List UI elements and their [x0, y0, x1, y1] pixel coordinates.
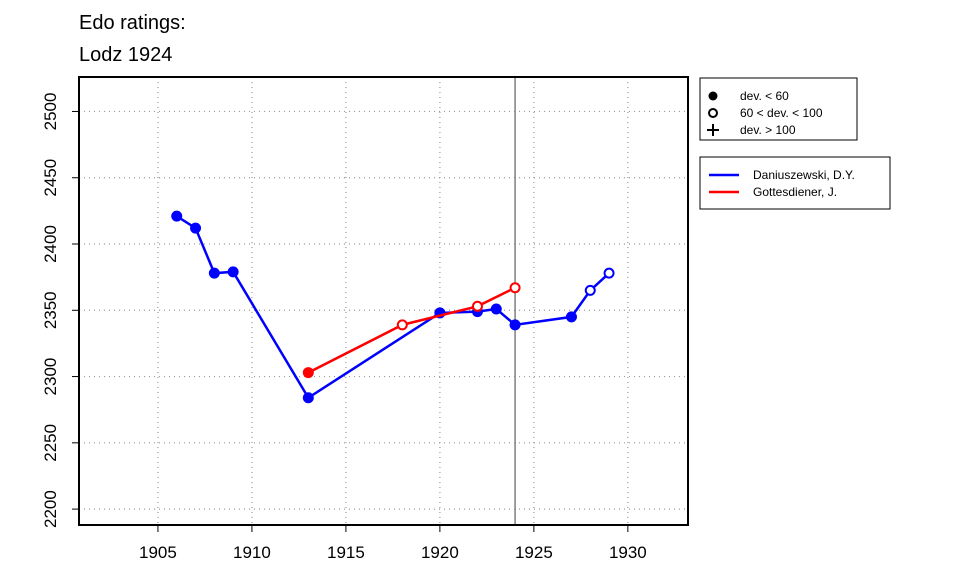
series-group [171, 210, 615, 404]
data-point-open [584, 284, 596, 296]
series-legend-box [699, 156, 891, 210]
data-point-filled [171, 210, 183, 222]
grid [79, 77, 688, 525]
chart-title-line-2: Lodz 1924 [79, 44, 172, 66]
data-point-filled [509, 319, 521, 331]
marker-legend-box [699, 77, 858, 141]
y-tick-label: 2250 [41, 424, 60, 462]
x-tick-label: 1925 [515, 543, 553, 562]
x-tick-label: 1930 [609, 543, 647, 562]
series-legend-label: Daniuszewski, D.Y. [753, 168, 855, 182]
legend-open-circle-icon [708, 108, 718, 118]
x-tick-label: 1915 [327, 543, 365, 562]
data-point-filled [302, 367, 314, 379]
y-tick-label: 2400 [41, 225, 60, 263]
chart-title-line-1: Edo ratings: [79, 12, 186, 34]
x-axis: 1905 1910 1915 1920 1925 1930 [139, 525, 647, 562]
series-line-1 [307, 286, 516, 374]
y-tick-label: 2200 [41, 490, 60, 528]
series-legend-label: Gottesdiener, J. [753, 185, 837, 199]
y-tick-label: 2350 [41, 291, 60, 329]
y-tick-label: 2450 [41, 159, 60, 197]
data-point-open [471, 300, 483, 312]
data-point-filled [565, 311, 577, 323]
y-axis: 2200 2250 2300 2350 2400 2450 2500 [41, 93, 79, 528]
y-tick-label: 2500 [41, 93, 60, 131]
data-point-open [603, 267, 615, 279]
x-tick-label: 1905 [139, 543, 177, 562]
data-point-filled [227, 266, 239, 278]
x-tick-label: 1920 [421, 543, 459, 562]
marker-legend-label: 60 < dev. < 100 [740, 106, 823, 120]
data-point-filled [490, 303, 502, 315]
series-legend: Daniuszewski, D.Y. Gottesdiener, J. [699, 156, 891, 210]
data-point-filled [208, 267, 220, 279]
marker-legend-label: dev. > 100 [740, 123, 796, 137]
data-point-filled [302, 392, 314, 404]
marker-legend-label: dev. < 60 [740, 89, 789, 103]
legend-plus-icon [707, 124, 719, 136]
data-point-open [509, 282, 521, 294]
data-point-open [396, 319, 408, 331]
x-tick-label: 1910 [233, 543, 271, 562]
legend-filled-circle-icon [708, 91, 718, 101]
plot-frame [78, 76, 689, 526]
y-tick-label: 2300 [41, 358, 60, 396]
marker-legend: dev. < 60 60 < dev. < 100 dev. > 100 [699, 77, 858, 141]
data-point-filled [190, 222, 202, 234]
